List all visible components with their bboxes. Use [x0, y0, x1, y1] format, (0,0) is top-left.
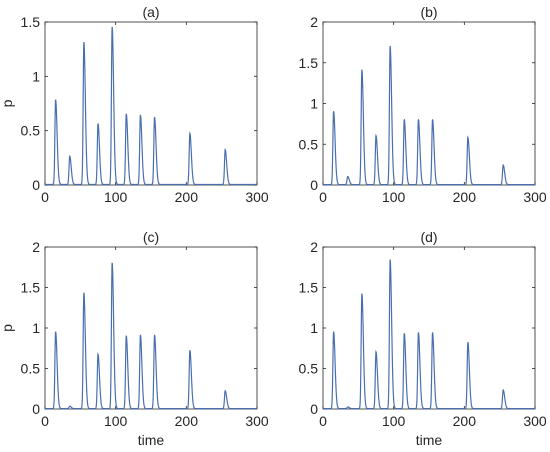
panel-c: 0 100 200 300 0 0.5 1 1.5 2 (c) p time — [0, 229, 269, 448]
x-tick-label-c: 100 — [104, 413, 128, 429]
x-tick-label-b: 300 — [523, 189, 547, 205]
panel-title-a: (a) — [142, 4, 159, 20]
y-tick-label-d: 1.5 — [299, 280, 319, 296]
series-line-d — [323, 259, 535, 410]
panel-title-c: (c) — [143, 229, 159, 245]
x-tick-label-a: 100 — [104, 189, 128, 205]
x-tick-label-b: 200 — [453, 189, 477, 205]
y-tick-label-d: 1 — [310, 320, 318, 336]
y-tick-label-a: 0 — [32, 177, 40, 193]
y-axis-label-a: p — [0, 99, 15, 107]
x-tick-label-d: 0 — [319, 413, 327, 429]
panel-a: 0 100 200 300 0 0.5 1 1.5 (a) p — [0, 4, 269, 205]
series-line-b — [323, 45, 535, 186]
y-tick-label-c: 1.5 — [21, 280, 41, 296]
axes-box-c — [44, 246, 258, 410]
x-tick-label-a: 200 — [175, 189, 199, 205]
x-tick-label-b: 0 — [319, 189, 327, 205]
axes-box-b — [322, 21, 536, 186]
y-tick-label-a: 1.5 — [21, 14, 41, 30]
y-tick-label-c: 1 — [32, 320, 40, 336]
x-tick-label-d: 200 — [453, 413, 477, 429]
y-tick-label-b: 1 — [310, 96, 318, 112]
y-tick-label-a: 1 — [32, 68, 40, 84]
x-tick-label-a: 0 — [41, 189, 49, 205]
panel-title-b: (b) — [420, 4, 437, 20]
x-axis-label-c: time — [138, 432, 165, 448]
axes-box-d — [322, 246, 536, 410]
x-tick-label-c: 0 — [41, 413, 49, 429]
y-tick-label-b: 2 — [310, 14, 318, 30]
panel-title-d: (d) — [420, 229, 437, 245]
y-axis-label-c: p — [0, 324, 15, 332]
axes-box-a — [44, 21, 258, 186]
panel-b: 0 100 200 300 0 0.5 1 1.5 2 (b) — [299, 4, 547, 205]
y-tick-label-c: 2 — [32, 239, 40, 255]
y-tick-label-b: 1.5 — [299, 55, 319, 71]
x-tick-label-d: 300 — [523, 413, 547, 429]
y-tick-label-b: 0 — [310, 177, 318, 193]
y-tick-label-c: 0.5 — [21, 361, 41, 377]
y-tick-label-a: 0.5 — [21, 123, 41, 139]
series-line-c — [45, 262, 257, 410]
y-tick-label-d: 0.5 — [299, 361, 319, 377]
panel-d: 0 100 200 300 0 0.5 1 1.5 2 (d) time — [299, 229, 547, 448]
x-tick-label-b: 100 — [382, 189, 406, 205]
y-tick-label-d: 0 — [310, 401, 318, 417]
y-tick-label-c: 0 — [32, 401, 40, 417]
x-axis-label-d: time — [416, 432, 443, 448]
x-tick-label-d: 100 — [382, 413, 406, 429]
y-tick-label-d: 2 — [310, 239, 318, 255]
y-tick-label-b: 0.5 — [299, 136, 319, 152]
series-line-a — [45, 26, 257, 186]
x-tick-label-c: 200 — [175, 413, 199, 429]
x-tick-label-a: 300 — [245, 189, 269, 205]
x-tick-label-c: 300 — [245, 413, 269, 429]
